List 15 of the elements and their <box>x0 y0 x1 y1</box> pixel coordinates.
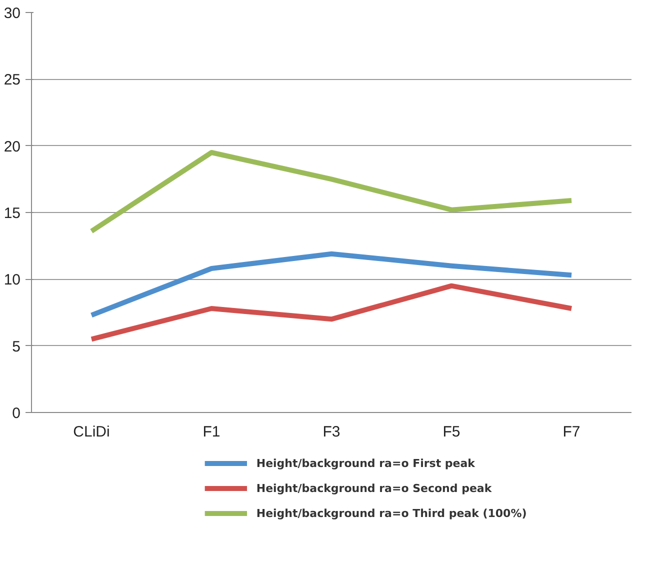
y-tick-label: 0 <box>12 405 20 422</box>
y-tick-label: 10 <box>4 272 21 289</box>
x-tick-label: F1 <box>202 424 220 440</box>
y-tick-label: 5 <box>12 338 20 356</box>
x-tick-label: F7 <box>562 424 580 440</box>
y-tick-label: 25 <box>4 72 21 89</box>
legend-label: Height/background ra=o First peak <box>256 457 476 470</box>
x-tick-label: CLiDi <box>73 424 110 440</box>
x-tick-label: F5 <box>442 424 460 440</box>
legend-label: Height/background ra=o Third peak (100%) <box>256 507 527 520</box>
y-tick-label: 20 <box>4 138 21 156</box>
y-tick-label: 15 <box>4 205 21 222</box>
x-tick-label: F3 <box>322 424 340 440</box>
legend-label: Height/background ra=o Second peak <box>256 482 492 495</box>
y-tick-label: 30 <box>4 5 21 22</box>
